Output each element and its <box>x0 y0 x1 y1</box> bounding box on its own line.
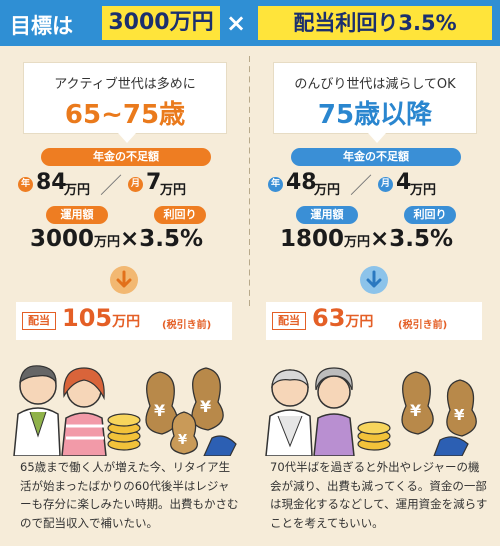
dividend-tag: 配当 <box>22 312 56 330</box>
target-amount: 3000万円 <box>102 6 220 40</box>
pretax-note: (税引き前) <box>398 320 448 331</box>
description-text: 65歳まで働く人が増えた今、リタイア生活が始まったばかりの60代後半はレジャーも… <box>20 460 239 530</box>
monthly-shortage-value: 4 <box>396 170 412 195</box>
age-callout: のんびり世代は減らしてOK 75歳以降 <box>273 62 477 143</box>
investment-unit: 万円 <box>94 235 121 250</box>
relaxed-generation-panel: のんびり世代は減らしてOK 75歳以降 年金の不足額 年 48 万円 ／ 月 4… <box>250 46 500 546</box>
month-mark: 月 <box>378 177 393 192</box>
yearly-shortage-value: 84 <box>36 170 67 195</box>
dividend-result: 配当 63万円 (税引き前) <box>266 302 482 340</box>
dividend-value: 63万円 <box>312 304 373 332</box>
description-text: 70代半ばを過ぎると外出やレジャーの機会が減り、出費も減ってくる。資金の一部は現… <box>270 460 488 530</box>
investment-amount-label: 運用額 <box>46 206 108 224</box>
monthly-unit: 万円 <box>410 183 437 198</box>
svg-text:¥: ¥ <box>154 401 165 420</box>
investment-unit: 万円 <box>344 235 371 250</box>
svg-text:¥: ¥ <box>410 401 421 420</box>
monthly-shortage-value: 7 <box>146 170 162 195</box>
svg-text:¥: ¥ <box>454 406 465 424</box>
separator: ／ <box>350 174 373 199</box>
investment-amount: 1800 <box>280 226 345 252</box>
monthly-unit: 万円 <box>160 183 187 198</box>
investment-amount-label: 運用額 <box>296 206 358 224</box>
pretax-note: (税引き前) <box>162 320 212 331</box>
arrow-down-icon <box>110 266 138 294</box>
year-mark: 年 <box>18 177 33 192</box>
arrow-down-icon <box>360 266 388 294</box>
pension-shortage-label: 年金の不足額 <box>41 148 211 166</box>
coin-stack-icon <box>357 421 391 451</box>
year-mark: 年 <box>268 177 283 192</box>
age-range: 75歳以降 <box>317 100 433 130</box>
age-callout: アクティブ世代は多めに 65~75歳 <box>23 62 227 143</box>
couple-with-money-illustration: ¥ ¥ ¥ <box>13 365 237 456</box>
dividend-amount: 63 <box>312 304 346 332</box>
yield-label: 利回り <box>154 206 206 224</box>
elderly-couple-with-money-illustration: ¥ ¥ <box>265 367 477 456</box>
money-bag-icon: ¥ ¥ <box>401 371 477 437</box>
yield-label: 利回り <box>404 206 456 224</box>
times-sign: × <box>226 9 247 37</box>
investment-amount: 3000 <box>30 226 95 252</box>
pension-shortage-label: 年金の不足額 <box>291 148 461 166</box>
goal-label: 目標は <box>10 14 73 38</box>
header-banner: 目標は 3000万円 × 配当利回り3.5% <box>0 0 500 46</box>
age-range: 65~75歳 <box>64 100 186 130</box>
yearly-shortage-value: 48 <box>286 170 317 195</box>
svg-text:¥: ¥ <box>178 433 187 448</box>
svg-text:¥: ¥ <box>200 397 211 416</box>
dividend-amount: 105 <box>62 304 113 332</box>
dividend-calculation: 3000万円×3.5% <box>30 226 203 252</box>
money-bag-icon: ¥ ¥ ¥ <box>145 367 224 455</box>
dividend-yield: 配当利回り3.5% <box>258 6 492 40</box>
dividend-value: 105万円 <box>62 304 140 332</box>
yearly-unit: 万円 <box>314 183 341 198</box>
dividend-unit: 万円 <box>112 314 141 330</box>
dividend-tag: 配当 <box>272 312 306 330</box>
dividend-calculation: 1800万円×3.5% <box>280 226 453 252</box>
times-yield: ×3.5% <box>120 226 204 252</box>
month-mark: 月 <box>128 177 143 192</box>
yearly-unit: 万円 <box>64 183 91 198</box>
separator: ／ <box>100 174 123 199</box>
dividend-result: 配当 105万円 (税引き前) <box>16 302 232 340</box>
generation-subtitle: のんびり世代は減らしてOK <box>294 77 456 92</box>
times-yield: ×3.5% <box>370 226 454 252</box>
dividend-unit: 万円 <box>345 314 374 330</box>
active-generation-panel: アクティブ世代は多めに 65~75歳 年金の不足額 年 84 万円 ／ 月 7 … <box>0 46 250 546</box>
generation-subtitle: アクティブ世代は多めに <box>54 77 196 92</box>
coin-stack-icon <box>107 413 141 451</box>
